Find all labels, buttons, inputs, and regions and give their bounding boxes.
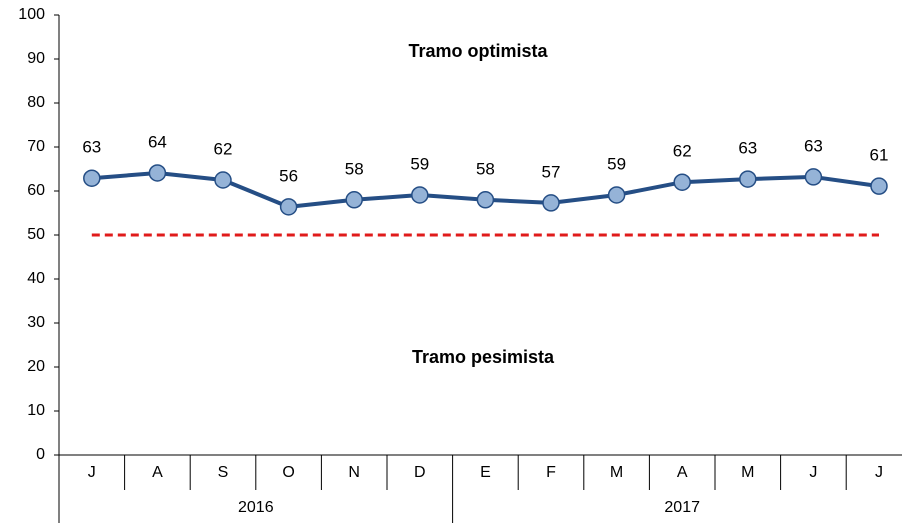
- point: [607, 186, 626, 204]
- y-tick-label: 10: [27, 402, 45, 419]
- y-tick-label: 0: [36, 446, 45, 463]
- y-tick-label: 40: [27, 270, 45, 287]
- x-tick-label: J: [875, 464, 883, 481]
- x-tick-label: A: [677, 464, 688, 481]
- x-tick-label: J: [88, 464, 96, 481]
- value-label: 56: [279, 166, 298, 185]
- value-label: 59: [607, 154, 626, 173]
- y-tick-label: 20: [27, 358, 45, 375]
- x-tick-label: M: [741, 464, 754, 481]
- value-label: 58: [476, 159, 495, 178]
- x-tick-label: F: [546, 464, 556, 481]
- group-label: 2017: [664, 499, 700, 516]
- x-tick-label: S: [218, 464, 229, 481]
- y-tick-label: 100: [18, 6, 45, 23]
- y-tick-label: 90: [27, 50, 45, 67]
- point: [214, 171, 232, 189]
- y-tick-label: 50: [27, 226, 45, 243]
- value-label: 63: [804, 136, 823, 155]
- point: [804, 168, 823, 186]
- annotation: Tramo optimista: [408, 41, 548, 61]
- value-label: 61: [870, 146, 889, 165]
- value-label: 57: [542, 162, 561, 181]
- group-label: 2016: [238, 499, 274, 516]
- value-label: 62: [673, 142, 692, 161]
- x-tick-label: M: [610, 464, 623, 481]
- y-tick-label: 80: [27, 94, 45, 111]
- value-label: 63: [738, 139, 757, 158]
- value-label: 62: [214, 139, 233, 158]
- y-tick-label: 70: [27, 138, 45, 155]
- x-tick-label: A: [152, 464, 163, 481]
- y-tick-label: 60: [27, 182, 45, 199]
- x-tick-label: O: [282, 464, 294, 481]
- x-tick-label: N: [348, 464, 360, 481]
- point: [542, 194, 560, 212]
- point: [279, 198, 298, 216]
- point: [739, 170, 757, 188]
- x-tick-label: E: [480, 464, 491, 481]
- x-tick-label: D: [414, 464, 426, 481]
- point: [345, 191, 363, 209]
- annotation: Tramo pesimista: [412, 347, 555, 367]
- y-tick-label: 30: [27, 314, 45, 331]
- x-tick-label: J: [809, 464, 817, 481]
- point: [83, 169, 101, 187]
- value-label: 63: [82, 138, 101, 157]
- value-label: 59: [410, 154, 429, 173]
- point: [673, 173, 691, 191]
- point: [476, 191, 495, 209]
- point: [148, 164, 167, 182]
- value-label: 64: [148, 132, 167, 151]
- point: [870, 177, 888, 195]
- value-label: 58: [345, 159, 364, 178]
- point: [411, 186, 429, 204]
